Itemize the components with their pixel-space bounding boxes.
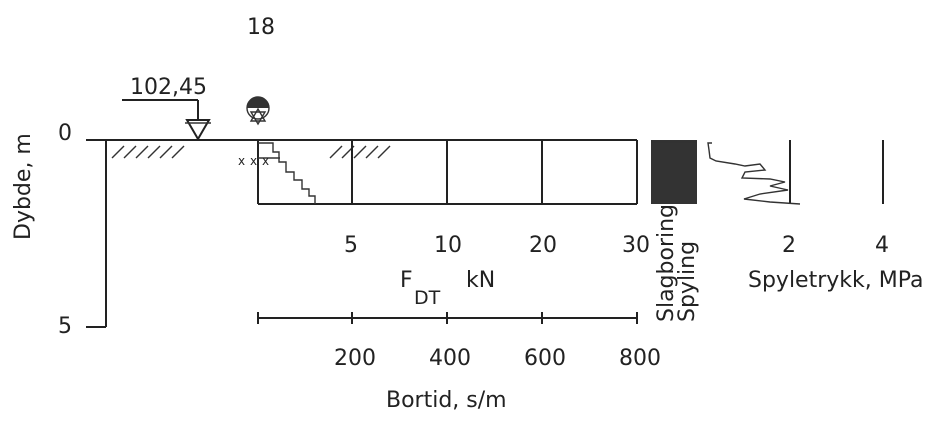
surface-elevation-value: 102,45 xyxy=(130,75,207,100)
borehole-number: 18 xyxy=(247,15,275,40)
pressure-axis-label: Spyletrykk, MPa xyxy=(748,268,924,293)
total-sounding-symbol-icon xyxy=(246,96,270,126)
time-tick-200: 200 xyxy=(334,346,376,371)
depth-tick-0: 0 xyxy=(58,121,72,146)
pressure-tick-4: 4 xyxy=(875,233,889,258)
force-tick-10: 10 xyxy=(434,233,462,258)
force-curve: x x x xyxy=(238,142,316,204)
svg-text:x: x xyxy=(238,154,245,168)
force-tick-5: 5 xyxy=(344,233,358,258)
depth-axis xyxy=(86,139,107,328)
time-axis xyxy=(257,312,638,324)
pressure-chart-frame xyxy=(789,140,884,204)
flushing-label: Spyling xyxy=(675,241,700,322)
force-chart-frame xyxy=(257,139,638,205)
force-label-unit: kN xyxy=(466,268,495,293)
svg-text:x: x xyxy=(262,154,269,168)
time-tick-800: 800 xyxy=(619,346,661,371)
force-label-main: F xyxy=(400,268,413,293)
hammer-drilling-label: Slagboring xyxy=(654,204,679,322)
time-tick-600: 600 xyxy=(524,346,566,371)
force-tick-30: 30 xyxy=(622,233,650,258)
depth-tick-5: 5 xyxy=(58,314,72,339)
surface-elevation-marker xyxy=(122,99,211,141)
hammer-drilling-bar xyxy=(651,140,697,204)
depth-axis-label: Dybde, m xyxy=(11,133,36,240)
time-axis-label: Bortid, s/m xyxy=(386,388,507,413)
flushing-pressure-curve xyxy=(707,142,801,205)
force-label-sub: DT xyxy=(414,287,441,309)
time-tick-400: 400 xyxy=(429,346,471,371)
svg-text:x: x xyxy=(250,154,257,168)
force-tick-20: 20 xyxy=(529,233,557,258)
ground-surface xyxy=(106,139,445,159)
pressure-tick-2: 2 xyxy=(782,233,796,258)
